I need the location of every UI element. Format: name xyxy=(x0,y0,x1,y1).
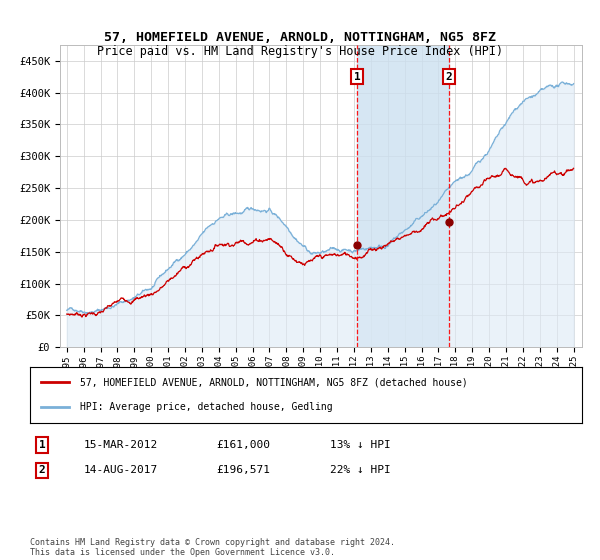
Text: 2: 2 xyxy=(38,465,46,475)
Text: 14-AUG-2017: 14-AUG-2017 xyxy=(84,465,158,475)
Text: 1: 1 xyxy=(354,72,361,82)
Text: 15-MAR-2012: 15-MAR-2012 xyxy=(84,440,158,450)
Text: Price paid vs. HM Land Registry's House Price Index (HPI): Price paid vs. HM Land Registry's House … xyxy=(97,45,503,58)
Bar xyxy=(358,45,449,347)
Text: HPI: Average price, detached house, Gedling: HPI: Average price, detached house, Gedl… xyxy=(80,402,332,412)
Text: 13% ↓ HPI: 13% ↓ HPI xyxy=(330,440,391,450)
Text: £196,571: £196,571 xyxy=(216,465,270,475)
Text: Contains HM Land Registry data © Crown copyright and database right 2024.
This d: Contains HM Land Registry data © Crown c… xyxy=(30,538,395,557)
Text: 1: 1 xyxy=(38,440,46,450)
Text: 22% ↓ HPI: 22% ↓ HPI xyxy=(330,465,391,475)
Text: 57, HOMEFIELD AVENUE, ARNOLD, NOTTINGHAM, NG5 8FZ (detached house): 57, HOMEFIELD AVENUE, ARNOLD, NOTTINGHAM… xyxy=(80,377,467,388)
Text: 2: 2 xyxy=(446,72,452,82)
Text: 57, HOMEFIELD AVENUE, ARNOLD, NOTTINGHAM, NG5 8FZ: 57, HOMEFIELD AVENUE, ARNOLD, NOTTINGHAM… xyxy=(104,31,496,44)
Text: £161,000: £161,000 xyxy=(216,440,270,450)
